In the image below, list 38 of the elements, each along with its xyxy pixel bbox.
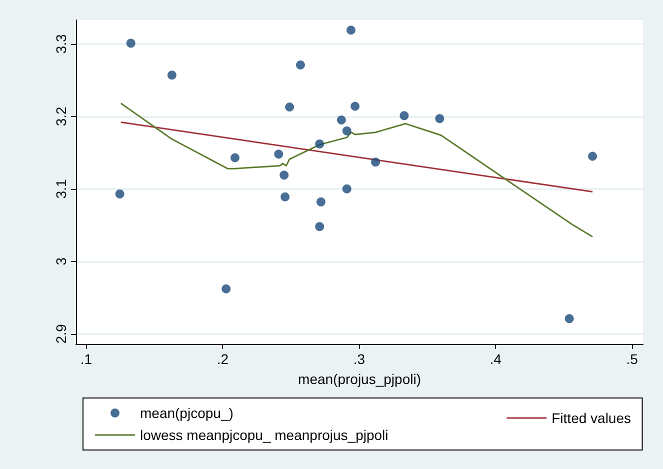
- x-tick-label: .4: [490, 351, 502, 367]
- point: [296, 60, 305, 70]
- point: [280, 170, 289, 180]
- point: [350, 102, 360, 111]
- point: [230, 153, 240, 162]
- point: [316, 197, 326, 206]
- y-tick-label: 3.3: [53, 34, 69, 54]
- x-tick-label: .5: [626, 351, 638, 367]
- point: [400, 111, 409, 120]
- point: [280, 192, 290, 202]
- point: [342, 126, 352, 136]
- point: [167, 70, 176, 80]
- point: [274, 150, 284, 159]
- point: [315, 222, 324, 232]
- point: [435, 114, 444, 124]
- point: [222, 284, 231, 294]
- x-tick-label: .1: [80, 351, 92, 367]
- point: [588, 152, 598, 161]
- point: [564, 314, 574, 324]
- point: [371, 158, 380, 167]
- line-series: [120, 102, 594, 238]
- point: [336, 116, 346, 125]
- point: [126, 38, 136, 48]
- x-tick-label: .2: [216, 351, 229, 367]
- point: [115, 189, 124, 198]
- point: [315, 139, 324, 148]
- legend-label: Fitted values: [552, 410, 632, 426]
- y-tick-label: 3: [53, 257, 69, 266]
- legend-label: mean(pjcopu_): [140, 405, 234, 421]
- point: [346, 26, 356, 35]
- legend-label: lowess meanpjcopu_ meanprojus_pjpoli: [140, 427, 388, 443]
- y-tick-label: 2.9: [53, 324, 69, 344]
- x-axis-title: mean(projus_pjpoli): [298, 371, 421, 387]
- y-tick-label: 3.1: [53, 178, 69, 199]
- point: [342, 184, 352, 194]
- y-tick-label: 3.2: [53, 106, 69, 126]
- x-tick-label: .3: [353, 351, 366, 367]
- point: [285, 102, 294, 112]
